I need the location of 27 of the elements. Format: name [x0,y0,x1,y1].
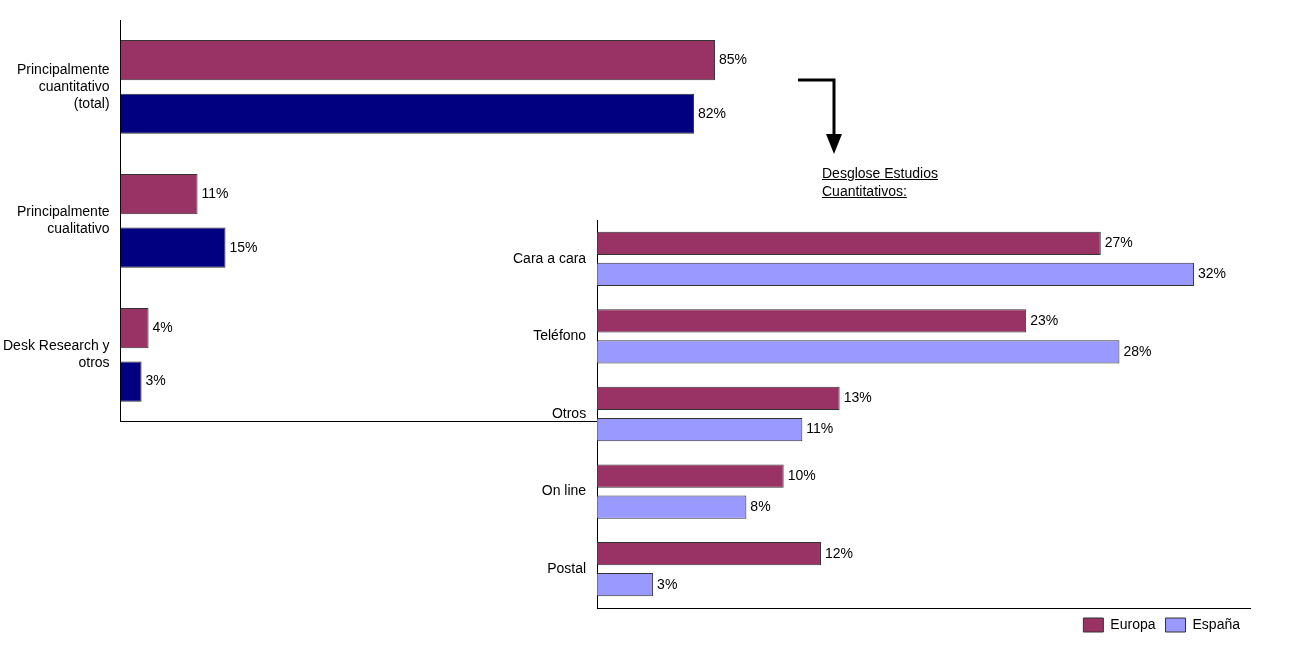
data-label: 13% [843,389,872,406]
y-tick-label: Cara a cara [512,249,587,266]
legend-label: España [1192,615,1241,632]
y-tick-label: Teléfono [533,327,587,344]
y-tick-label: Desk Research y otros [3,337,110,371]
data-label: 23% [1030,311,1059,328]
data-label: 82% [698,104,727,121]
data-label: 15% [229,238,258,255]
data-label: 8% [750,497,771,514]
data-label: 27% [1104,234,1133,251]
chart-title: Desglose Estudios Cuantitativos: [822,164,939,200]
y-tick-label: Principalmente cualitativo [16,203,110,237]
data-label: 10% [787,466,816,483]
y-tick-label: On line [541,482,587,499]
y-tick-label: Principalmente cuantitativo (total) [16,61,110,111]
data-label: 85% [719,51,748,68]
data-label: 28% [1123,342,1152,359]
data-label: 11% [806,420,834,437]
y-tick-label: Otros [551,404,587,421]
data-label: 3% [145,372,166,389]
data-label: 11% [201,184,229,201]
data-label: 12% [824,544,854,561]
data-label: 32% [1198,265,1227,282]
y-tick-label: Postal [547,560,587,577]
data-label: 4% [152,318,173,335]
legend-label: Europa [1110,615,1156,632]
data-label: 3% [657,575,678,592]
